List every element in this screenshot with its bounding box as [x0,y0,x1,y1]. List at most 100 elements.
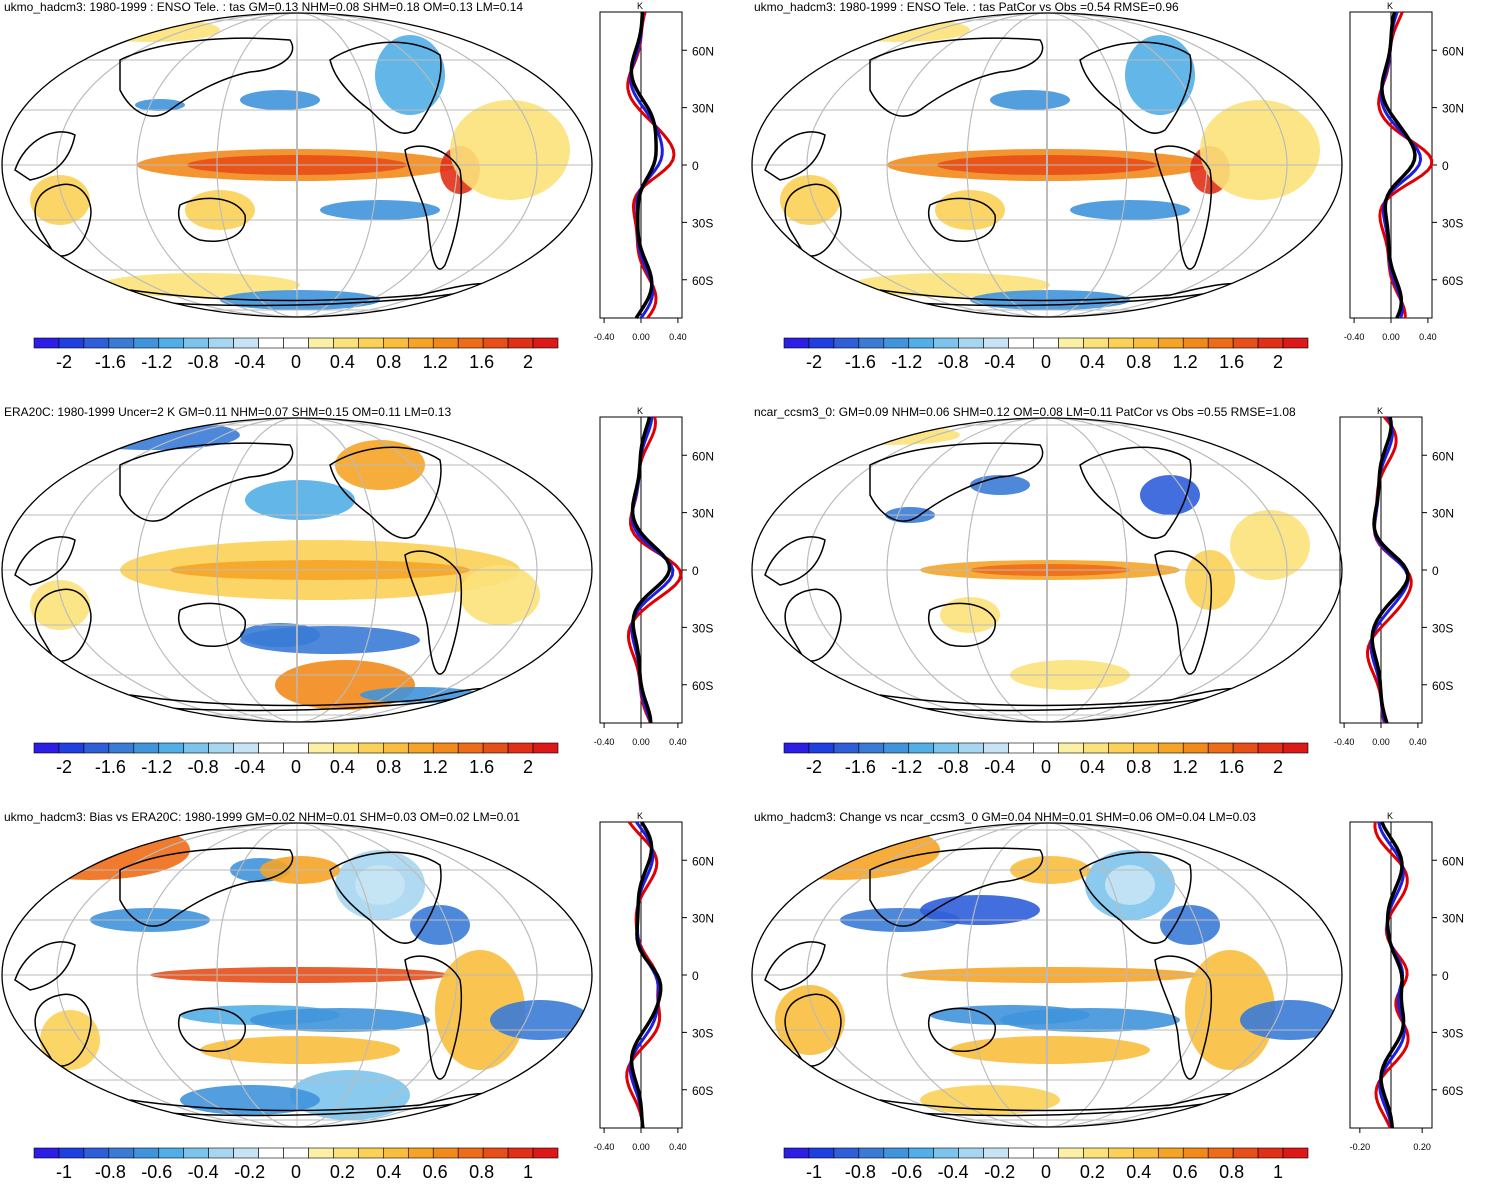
anomaly-patch [240,90,320,110]
colorbar-tick-label: 0.4 [330,757,355,777]
anomaly-patch [435,950,525,1070]
x-tick-label: 0.00 [1372,737,1390,747]
anomaly-patch [940,597,1000,633]
colorbar-cell [1108,337,1134,349]
colorbar-cell [808,337,835,349]
anomaly-patch [1160,905,1220,945]
anomaly-patch [320,200,440,220]
coastline [784,183,842,257]
colorbar-tick-label: 0 [1041,757,1051,777]
zonal-mean-plot: K 60N 30N 0 30S 60S -0.40 0.00 0.40 [1344,1,1464,342]
colorbar-cell [333,337,359,349]
meridian-line [1046,13,1048,317]
map-content [752,13,1342,317]
meridian-line [966,418,1128,722]
coastline [869,37,1044,117]
colorbar-cell [1033,742,1059,754]
lat-tick-label: 30N [692,102,714,116]
colorbar-tick-label: 0.2 [1080,1162,1105,1179]
x-tick-label: 0.20 [1413,1142,1431,1152]
colorbar-cell [358,337,384,349]
colorbar-cell [133,337,160,349]
lat-tick-label: 0 [1432,564,1439,578]
black-profile-line [630,416,672,724]
colorbar-tick-label: -0.2 [234,1162,265,1179]
panel-3: ERA20C: 1980-1999 Uncer=2 K GM=0.11 NHM=… [1,405,714,777]
coastline [14,131,76,181]
map-border [751,417,1343,723]
x-tick-label: -0.40 [594,1142,615,1152]
x-tick-label: 0.40 [669,737,687,747]
lat-tick-label: 60N [692,449,714,463]
colorbar-tick-label: -2 [806,352,822,372]
anomaly-patch [1125,35,1195,115]
colorbar-tick-label: 0.8 [469,1162,494,1179]
colorbar-cell [432,337,459,349]
coastline [879,687,1253,712]
colorbar-cell [1133,337,1159,349]
colorbar-cell [258,1147,284,1159]
colorbar-tick-label: -0.4 [984,352,1015,372]
meridian-line [806,418,1288,722]
coastline [129,687,503,712]
anomaly-patch [30,175,90,225]
colorbar-cell [1257,742,1284,754]
black-profile-line [1370,416,1410,724]
colorbar-cell [283,337,309,349]
panel-4: ncar_ccsm3_0: GM=0.09 NHM=0.06 SHM=0.12 … [751,405,1454,777]
colorbar-cell [283,742,309,754]
coastline [34,183,92,257]
colorbar-cell [383,742,409,754]
colorbar-tick-label: -0.4 [234,352,265,372]
colorbar-tick-label: 1.2 [1173,757,1198,777]
colorbar-cell [233,742,259,754]
coastline [928,197,996,242]
anomaly-patch [920,895,1040,925]
coastline [14,941,76,991]
x-tick-label: 0.40 [669,1142,687,1152]
colorbar-tick-label: 0.8 [376,352,401,372]
coastline [879,282,1253,307]
colorbar-cell [108,742,135,754]
panel-5: ukmo_hadcm3: Bias vs ERA20C: 1980-1999 G… [1,810,714,1182]
map-content [752,823,1342,1127]
x-tick-label: 0.00 [632,332,650,342]
lat-tick-label: 30N [1432,507,1454,521]
anomaly-patch [245,480,355,520]
colorbar-cell [333,1147,359,1159]
colorbar-tick-label: -0.8 [938,352,969,372]
zonal-mean-plot: K 60N 30N 0 30S 60S -0.40 0.00 0.40 [1334,406,1454,747]
colorbar-cell [1033,1147,1059,1159]
colorbar-cell [183,1147,209,1159]
colorbar-tick-label: -0.8 [938,757,969,777]
colorbar-cell [1257,1147,1284,1159]
coastline [928,1007,996,1052]
colorbar-tick-label: 2 [523,352,533,372]
colorbar-cell [1207,1147,1234,1159]
zonal-unit-label: K [1387,811,1393,821]
x-tick-label: -0.40 [594,332,615,342]
coastline [1079,446,1192,539]
colorbar-cell [833,1147,860,1159]
meridian-line [296,823,298,1127]
anomaly-patch [950,1036,1150,1064]
panel-1: ukmo_hadcm3: 1980-1999 : ENSO Tele. : ta… [1,0,714,372]
colorbar-cell [308,742,334,754]
colorbar-tick-label: -1 [56,1162,72,1179]
blue-profile-line [628,11,664,319]
coastline [928,602,996,647]
anomaly-patch [1185,950,1275,1070]
coastline [119,37,294,117]
colorbar-cell [308,1147,334,1159]
colorbar-cell [958,742,984,754]
map-content [752,418,1342,722]
lat-tick-label: 60N [692,854,714,868]
colorbar-cell [83,742,110,754]
meridian-line [56,418,538,722]
lat-tick-label: 30S [692,1026,713,1040]
anomaly-patch [450,100,570,200]
lat-tick-label: 0 [692,969,699,983]
coastline [784,993,842,1067]
anomaly-patch [180,1085,320,1115]
